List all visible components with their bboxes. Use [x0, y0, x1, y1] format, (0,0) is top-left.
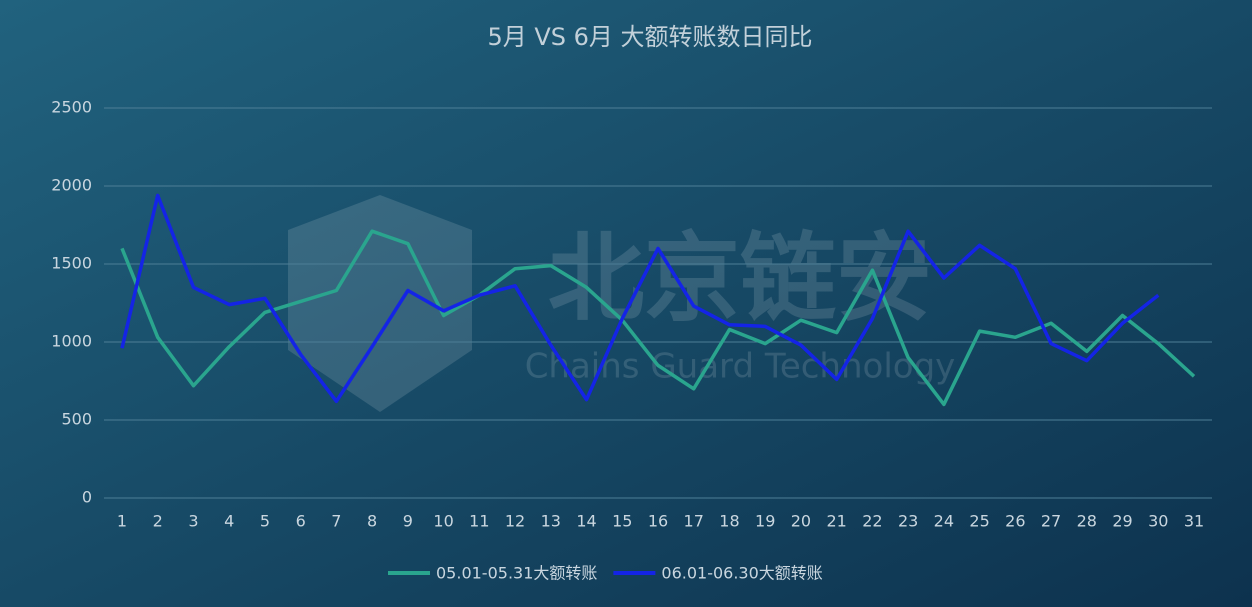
y-tick-label: 1000: [51, 332, 92, 351]
x-tick-label: 18: [719, 512, 739, 531]
y-tick-label: 0: [82, 488, 92, 507]
y-tick-label: 2500: [51, 98, 92, 117]
x-tick-label: 7: [331, 512, 341, 531]
legend-item: 05.01-05.31大额转账: [388, 564, 597, 583]
x-tick-label: 26: [1005, 512, 1025, 531]
series-line: [120, 229, 1196, 407]
x-tick-label: 19: [755, 512, 775, 531]
x-tick-label: 3: [188, 512, 198, 531]
x-tick-label: 16: [648, 512, 668, 531]
y-tick-label: 2000: [51, 176, 92, 195]
watermark: 北京链安 Chains Guard Technology: [288, 195, 955, 412]
x-tick-label: 31: [1184, 512, 1204, 531]
y-tick-label: 500: [61, 410, 92, 429]
series-line: [120, 193, 1160, 404]
x-tick-label: 5: [260, 512, 270, 531]
x-tick-label: 22: [862, 512, 882, 531]
x-tick-label: 6: [296, 512, 306, 531]
x-tick-label: 14: [576, 512, 596, 531]
x-tick-label: 8: [367, 512, 377, 531]
x-tick-label: 21: [826, 512, 846, 531]
watermark-logo: [288, 195, 472, 412]
x-tick-label: 29: [1112, 512, 1132, 531]
chart-title: 5月 VS 6月 大额转账数日同比: [487, 23, 812, 51]
x-tick-label: 1: [117, 512, 127, 531]
legend-label: 06.01-06.30大额转账: [661, 564, 822, 583]
y-tick-label: 1500: [51, 254, 92, 273]
x-tick-label: 12: [505, 512, 525, 531]
x-tick-label: 24: [934, 512, 954, 531]
x-tick-label: 17: [684, 512, 704, 531]
x-tick-label: 27: [1041, 512, 1061, 531]
x-tick-label: 4: [224, 512, 234, 531]
x-tick-label: 20: [791, 512, 811, 531]
x-tick-label: 9: [403, 512, 413, 531]
x-tick-label: 13: [541, 512, 561, 531]
watermark-subtitle: Chains Guard Technology: [525, 347, 956, 387]
x-tick-label: 25: [969, 512, 989, 531]
x-tick-label: 2: [153, 512, 163, 531]
x-tick-label: 15: [612, 512, 632, 531]
x-tick-label: 23: [898, 512, 918, 531]
x-tick-label: 10: [433, 512, 453, 531]
x-tick-label: 28: [1077, 512, 1097, 531]
x-tick-label: 30: [1148, 512, 1168, 531]
x-tick-label: 11: [469, 512, 489, 531]
legend-item: 06.01-06.30大额转账: [613, 564, 823, 583]
legend-label: 05.01-05.31大额转账: [436, 564, 597, 583]
